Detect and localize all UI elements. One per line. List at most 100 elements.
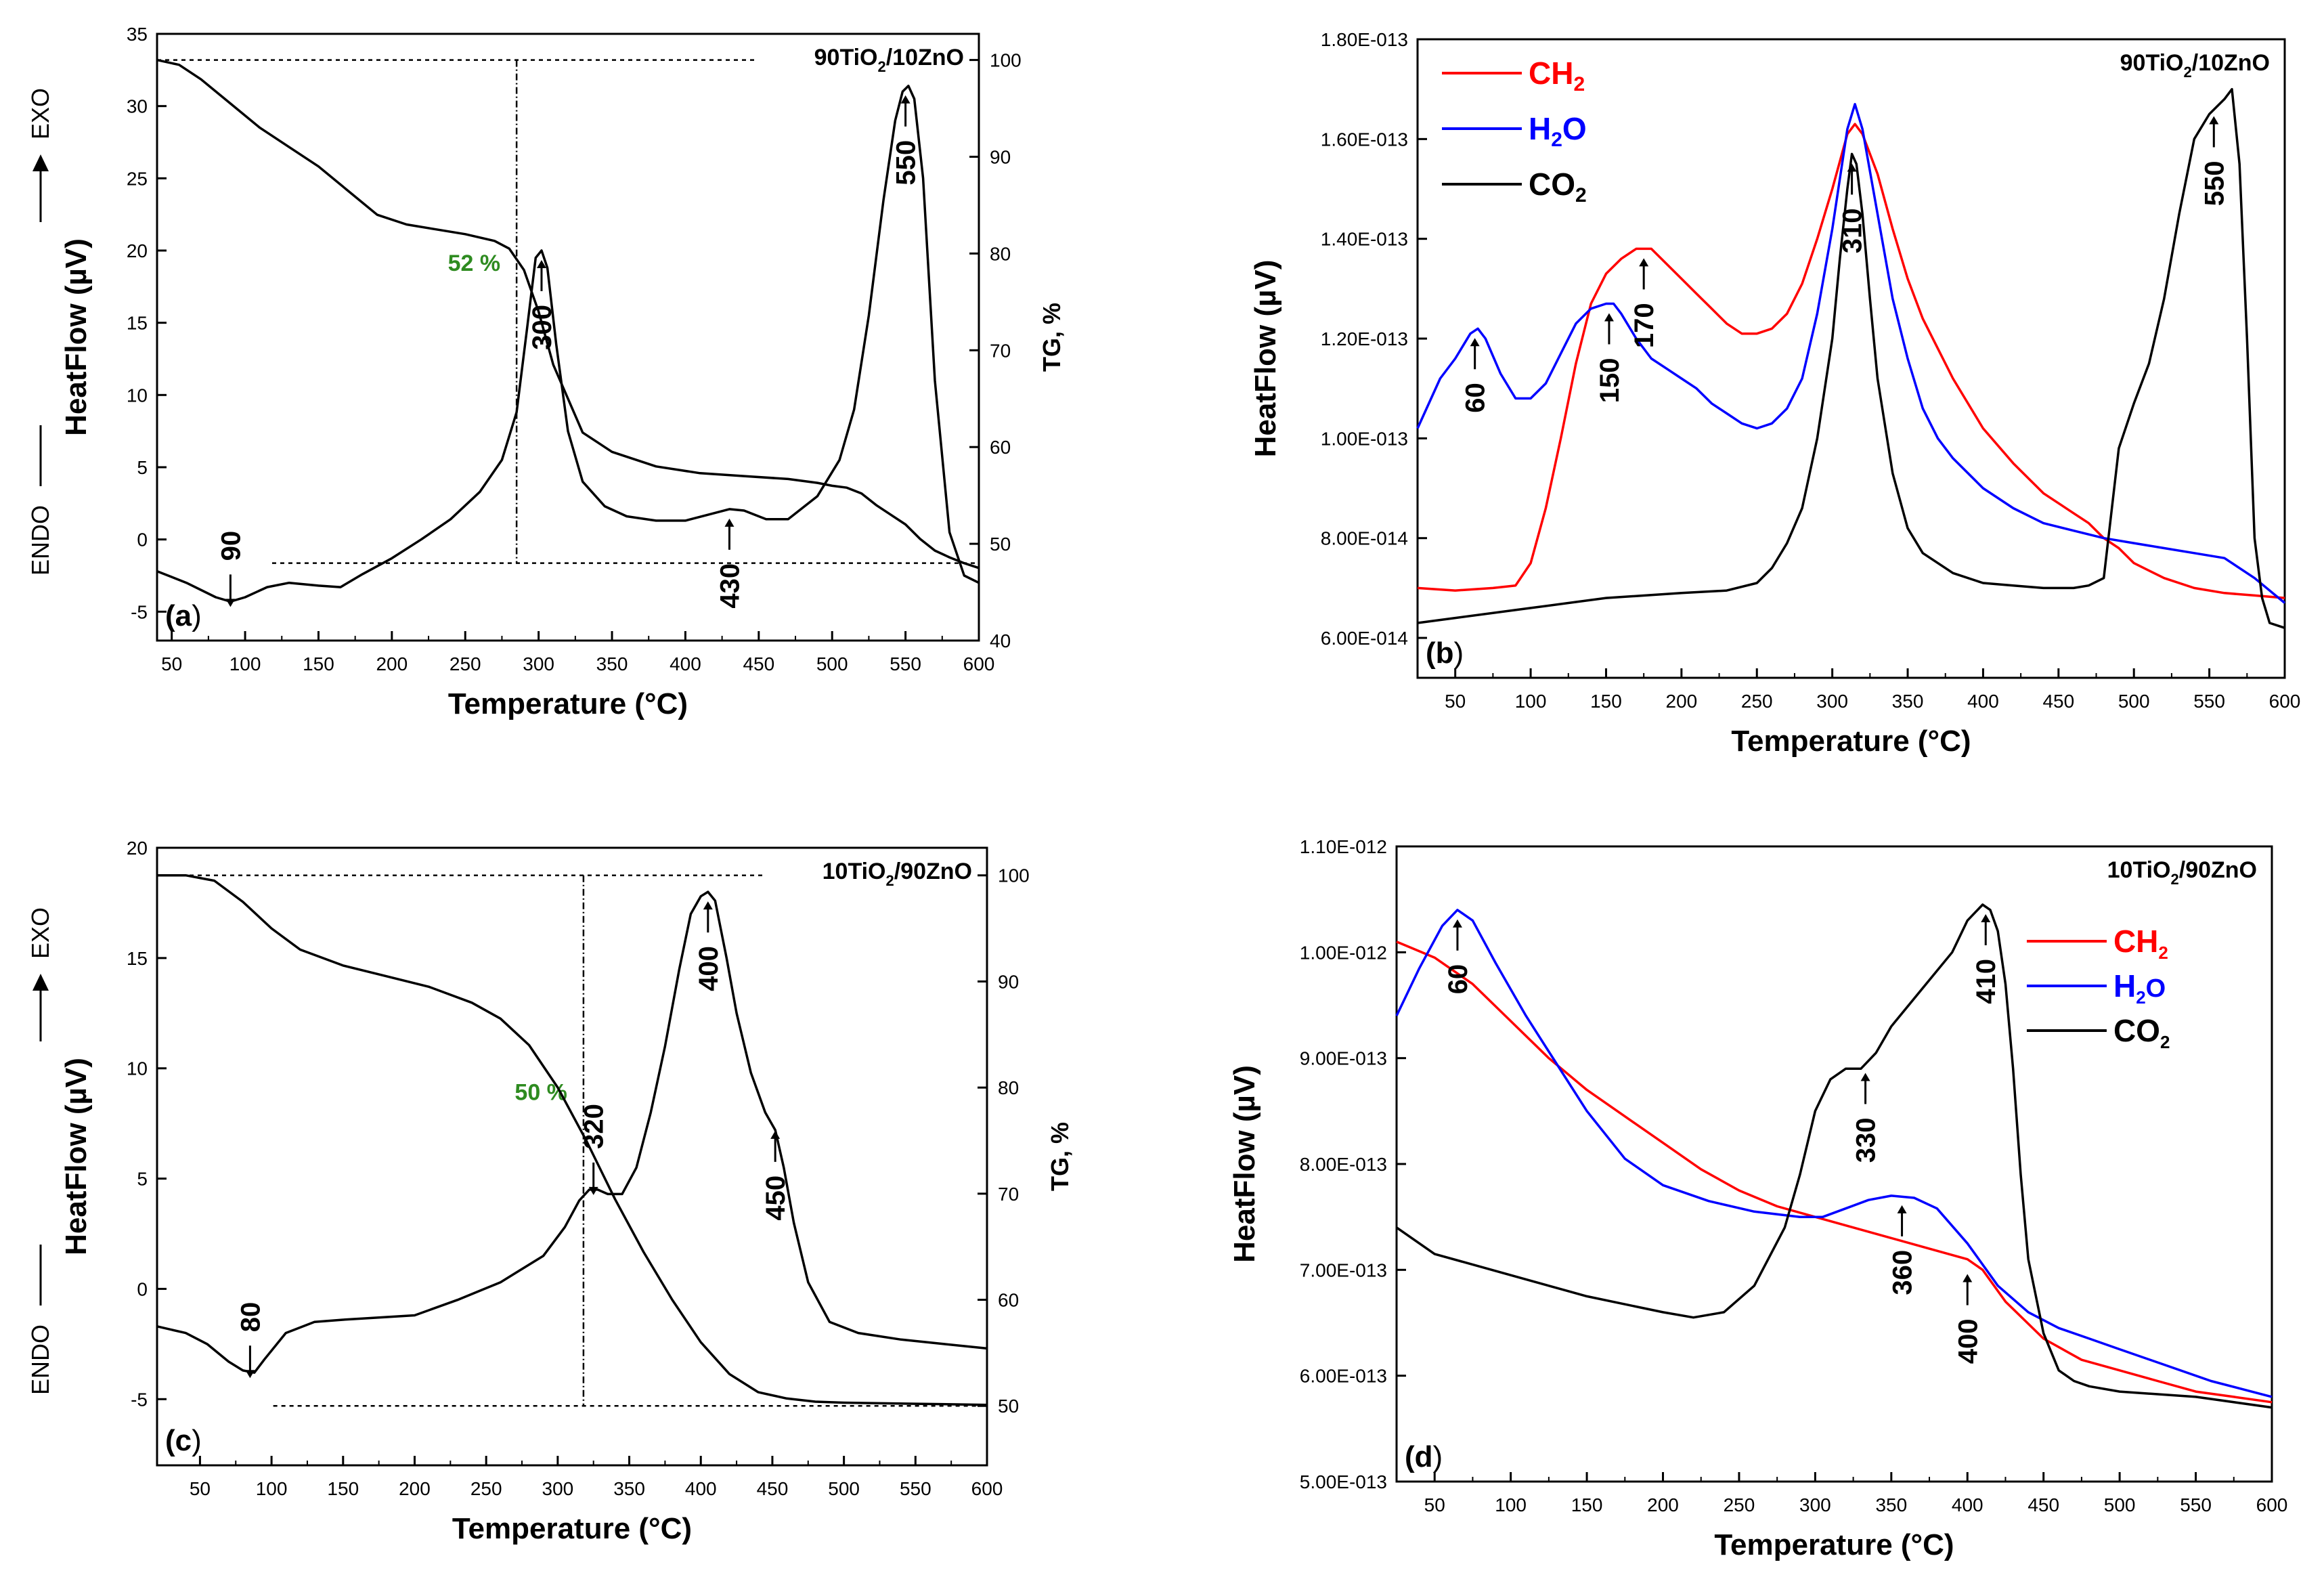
y-tick-label: 25 — [127, 168, 148, 189]
legend-label: CH2 — [2113, 924, 2168, 963]
series-line-ch2 — [1417, 123, 2285, 599]
series-line-tg — [156, 58, 980, 569]
x-tick-label: 500 — [828, 1478, 860, 1499]
x-tick-label: 50 — [1424, 1494, 1445, 1515]
x-tick-label: 300 — [1799, 1494, 1831, 1515]
y2-tick-label: 50 — [990, 534, 1011, 555]
x-tick-label: 100 — [1515, 691, 1547, 712]
x-tick-label: 100 — [256, 1478, 288, 1499]
y2-tick-label: 100 — [990, 50, 1022, 71]
x-tick-label: 150 — [1571, 1494, 1603, 1515]
y-tick-label: 9.00E-013 — [1300, 1048, 1387, 1069]
y-tick-label: 30 — [127, 96, 148, 117]
x-axis-label: Temperature (°C) — [448, 687, 688, 720]
peak-annotation-label: 300 — [527, 305, 557, 350]
peak-annotation-label: 310 — [1838, 208, 1868, 253]
annotation-arrow-head — [536, 260, 546, 268]
panel-label: (c) — [165, 1424, 202, 1457]
annotation-arrow-head — [1847, 163, 1857, 172]
y2-tick-label: 60 — [990, 437, 1011, 458]
peak-annotation-label: 90 — [216, 531, 246, 561]
x-tick-label: 600 — [971, 1478, 1003, 1499]
annotation-arrow-head — [588, 1186, 598, 1195]
x-tick-label: 350 — [613, 1478, 645, 1499]
y-tick-label: 5.00E-013 — [1300, 1471, 1387, 1492]
y-tick-label: 1.00E-013 — [1321, 428, 1408, 449]
x-tick-label: 400 — [685, 1478, 717, 1499]
peak-annotation-label: 60 — [1461, 383, 1491, 413]
peak-annotation-label: 430 — [715, 563, 745, 609]
y-tick-label: 35 — [127, 24, 148, 45]
y-tick-label: 1.10E-012 — [1300, 836, 1387, 857]
x-tick-label: 550 — [900, 1478, 931, 1499]
x-tick-label: 300 — [523, 653, 554, 674]
y-tick-label: 20 — [127, 838, 148, 859]
x-tick-label: 250 — [450, 653, 481, 674]
exo-label: EXO — [26, 907, 54, 959]
series-line-tg — [157, 874, 988, 1406]
y-tick-label: -5 — [131, 1389, 148, 1410]
x-tick-label: 300 — [542, 1478, 574, 1499]
y2-tick-label: 70 — [998, 1184, 1019, 1205]
x-axis-label: Temperature (°C) — [452, 1512, 692, 1545]
annotation-arrow-head — [1897, 1205, 1907, 1213]
peak-annotation-label: 80 — [236, 1302, 265, 1333]
x-tick-label: 50 — [1445, 691, 1466, 712]
x-tick-label: 200 — [1647, 1494, 1679, 1515]
panel-label: (d) — [1405, 1440, 1443, 1473]
x-tick-label: 150 — [1590, 691, 1622, 712]
y-axis-label: HeatFlow (µV) — [60, 1058, 93, 1255]
peak-annotation-label: 400 — [694, 946, 724, 991]
plot-frame — [156, 33, 980, 642]
y-tick-label: 1.40E-013 — [1321, 229, 1408, 250]
x-tick-label: 450 — [757, 1478, 789, 1499]
legend-label: CO2 — [2113, 1013, 2170, 1052]
y-tick-label: 15 — [127, 948, 148, 969]
x-tick-label: 250 — [1724, 1494, 1755, 1515]
x-tick-label: 500 — [816, 653, 848, 674]
y-tick-label: 6.00E-013 — [1300, 1366, 1387, 1387]
panel-d-mass-spec-chart: 50 100 150 200 250 300 350 400 450 500 550 600 5.00E… — [1228, 836, 2287, 1561]
x-tick-label: 150 — [327, 1478, 359, 1499]
endo-label: ENDO — [26, 505, 54, 576]
peak-annotation-label: 320 — [579, 1104, 609, 1149]
plot-frame — [156, 846, 988, 1467]
x-tick-label: 250 — [470, 1478, 502, 1499]
sample-composition-label: 10TiO2/90ZnO — [823, 859, 972, 889]
x-axis-label: Temperature (°C) — [1714, 1528, 1954, 1561]
y2-axis-label: TG, % — [1038, 303, 1066, 372]
x-tick-label: 50 — [190, 1478, 211, 1499]
series-line-h2o — [1416, 103, 2286, 604]
y2-axis-label: TG, % — [1046, 1122, 1074, 1191]
plot-frame — [1416, 38, 2286, 679]
exo-arrow-head — [32, 974, 49, 991]
x-tick-label: 350 — [1892, 691, 1924, 712]
annotation-arrow-head — [2209, 116, 2219, 125]
y-axis-label: HeatFlow (µV) — [1249, 260, 1282, 458]
y-axis-label: HeatFlow (µV) — [1228, 1065, 1261, 1263]
series-line-dta-heatflow — [156, 85, 980, 603]
x-tick-label: 400 — [670, 653, 701, 674]
y2-tick-label: 100 — [998, 865, 1030, 886]
x-tick-label: 100 — [1495, 1494, 1527, 1515]
y2-tick-label: 90 — [990, 146, 1011, 167]
y-tick-label: 20 — [127, 240, 148, 261]
annotation-arrow-head — [724, 518, 735, 527]
series-line-co2 — [1396, 903, 2273, 1409]
x-tick-label: 450 — [2042, 691, 2074, 712]
sample-composition-label: 10TiO2/90ZnO — [2107, 857, 2257, 888]
mass-loss-label: 52 % — [448, 251, 501, 276]
sample-composition-label: 90TiO2/10ZnO — [2120, 50, 2270, 81]
y-tick-label: 1.80E-013 — [1321, 29, 1408, 50]
y2-tick-label: 60 — [998, 1290, 1019, 1311]
endo-label: ENDO — [26, 1324, 54, 1395]
x-tick-label: 600 — [2269, 691, 2301, 712]
x-tick-label: 400 — [1967, 691, 1999, 712]
panel-a-dta-tg-chart: 50 100 150 200 250 300 350 400 450 500 550 600 -5 0 5 1… — [26, 24, 1066, 720]
y-tick-label: 5 — [137, 457, 148, 478]
y2-tick-label: 80 — [990, 243, 1011, 264]
series-line-dta-heatflow — [156, 890, 988, 1374]
peak-annotation-label: 450 — [761, 1176, 791, 1221]
x-tick-label: 200 — [1666, 691, 1698, 712]
y-tick-label: 1.20E-013 — [1321, 328, 1408, 349]
